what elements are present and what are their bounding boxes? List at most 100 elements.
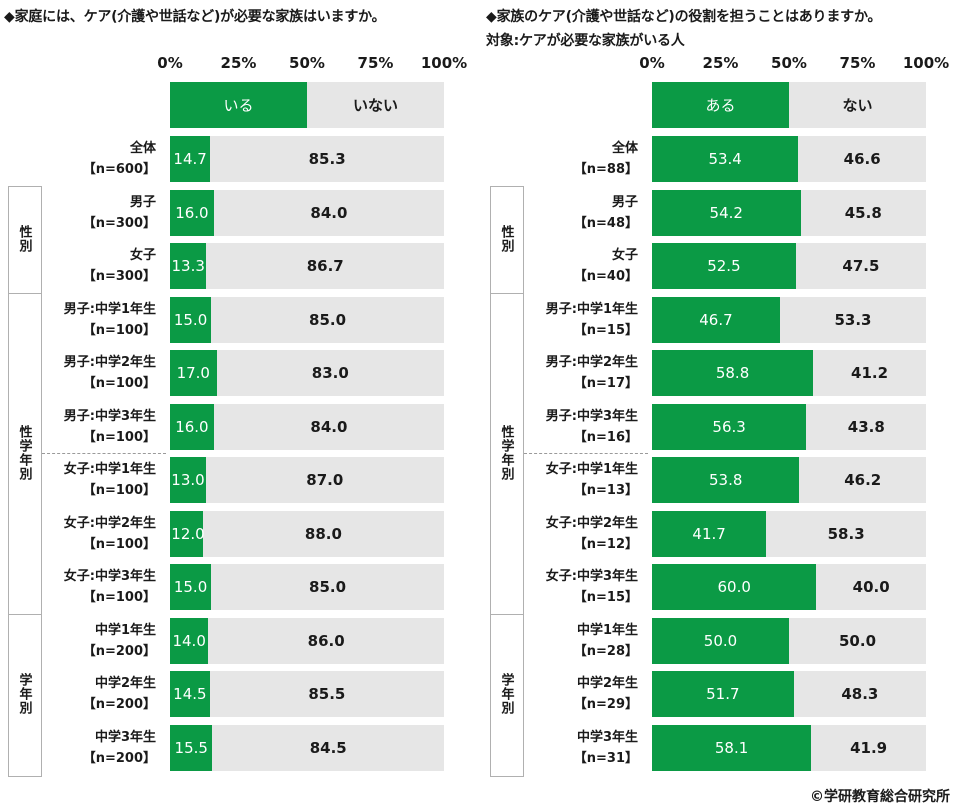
category-name: 女子:中学3年生: [63, 569, 156, 584]
category-n: 【n=28】: [573, 643, 638, 659]
category-name: 中学1年生: [94, 622, 156, 638]
category-label: 男子:中学3年生【n=100】: [0, 406, 156, 448]
category-name: 男子:中学3年生: [63, 408, 156, 424]
bar-segment-b: [795, 243, 926, 289]
legend-segment-b: ない: [789, 82, 926, 128]
bar-segment-a: [170, 671, 210, 717]
category-n: 【n=31】: [573, 750, 638, 766]
left-chart-panel: ◆家庭には、ケア(介護や世話など)が必要な家族はいますか。 0% 25% 50%…: [0, 0, 470, 810]
data-label-b: 86.7: [306, 257, 344, 275]
right-chart-panel: ◆家族のケア(介護や世話など)の役割を担うことはありますか。 対象:ケアが必要な…: [482, 0, 960, 810]
category-name: 中学1年生: [576, 622, 638, 638]
bar-row: 52.5 47.5: [652, 243, 926, 289]
group-separator: [524, 453, 648, 454]
category-label: 中学2年生 【n=29】: [482, 673, 638, 715]
category-name: 中学2年生: [94, 676, 156, 691]
category-name: 中学3年生: [576, 729, 638, 745]
bar-segment-b: [789, 617, 926, 664]
category-name: 男子:中学2年生: [545, 355, 638, 370]
category-label: 男子:中学3年生 【n=16】: [482, 406, 638, 448]
category-n: 【n=300】: [82, 215, 156, 231]
data-label-a: 54.2: [709, 203, 743, 222]
bar-segment-a: [170, 403, 214, 450]
data-label-a: 51.7: [706, 685, 740, 703]
category-name: 女子:中学2年生: [545, 515, 638, 531]
bar-segment-a: [170, 457, 206, 503]
tick-100: 100%: [420, 54, 468, 72]
category-n: 【n=100】: [82, 376, 156, 391]
bar-segment-b: [213, 403, 444, 450]
category-n: 【n=100】: [82, 429, 156, 445]
bar-segment-a: [170, 189, 214, 236]
data-label-b: 43.8: [847, 417, 885, 436]
bar-segment-a: [170, 243, 207, 289]
bar-row: 53.4 46.6: [652, 136, 926, 182]
group-box: [490, 613, 524, 777]
data-label-a: 53.8: [709, 471, 743, 489]
data-label-b: 48.3: [841, 685, 879, 703]
category-n: 【n=15】: [573, 590, 638, 605]
data-label-a: 52.5: [707, 257, 741, 275]
category-n: 【n=100】: [82, 536, 156, 552]
bar-row: 17.0 83.0: [170, 350, 444, 396]
bar-segment-b: [766, 510, 926, 557]
category-name: 全体: [611, 141, 638, 156]
bar-row: 15.5 84.5: [170, 724, 444, 771]
category-name: 中学3年生: [94, 729, 156, 745]
data-label-a: 15.5: [174, 738, 208, 757]
bar-segment-b: [800, 189, 926, 236]
category-name: 男子: [611, 194, 638, 210]
data-label-a: 14.5: [173, 685, 207, 703]
legend-bar: ある ない: [652, 82, 926, 128]
category-label: 中学3年生【n=31】: [482, 727, 638, 769]
category-name: 男子: [129, 194, 156, 210]
category-label: 中学1年生 【n=200】: [0, 620, 156, 662]
bar-segment-b: [212, 724, 444, 771]
group-box: [8, 613, 42, 777]
bar-row: 54.2 45.8: [652, 189, 926, 236]
bar-segment-a: [170, 724, 213, 771]
bar-segment-a: [170, 296, 212, 343]
bar-segment-b: [793, 671, 926, 717]
bar-segment-a: [652, 564, 817, 610]
bar-segment-b: [799, 457, 926, 503]
category-n: 【n=40】: [573, 269, 638, 284]
category-name: 女子: [129, 248, 156, 263]
bar-segment-b: [813, 350, 926, 396]
group-box: [8, 185, 42, 295]
category-name: 男子:中学1年生: [63, 301, 156, 317]
bar-segment-b: [211, 296, 444, 343]
data-label-b: 85.0: [309, 578, 347, 596]
data-label-a: 58.8: [715, 364, 750, 382]
bar-segment-b: [806, 403, 927, 450]
data-label-a: 15.0: [173, 578, 208, 596]
bar-row: 12.0 88.0: [170, 510, 444, 557]
group-separator: [42, 453, 166, 454]
bar-row: 56.3 43.8: [652, 403, 927, 450]
data-label-b: 41.2: [851, 364, 889, 382]
category-n: 【n=600】: [82, 162, 156, 177]
category-name: 中学2年生: [576, 676, 638, 691]
legend-label-a: いる: [223, 96, 254, 115]
group-label: 学年別: [16, 673, 32, 715]
bar-segment-b: [205, 457, 444, 503]
bar-row: 58.8 41.2: [652, 350, 926, 396]
data-label-a: 53.4: [708, 150, 742, 168]
copyright-notice: ©学研教育総合研究所: [810, 789, 950, 805]
category-name: 女子:中学1年生: [63, 462, 156, 477]
bar-segment-b: [208, 617, 444, 664]
category-n: 【n=100】: [82, 322, 156, 338]
legend-label-a: ある: [705, 96, 736, 115]
data-label-b: 46.2: [844, 471, 882, 489]
bar-segment-b: [779, 296, 926, 343]
bar-segment-a: [652, 189, 801, 236]
category-label: 全体 【n=600】: [0, 138, 156, 180]
bar-segment-b: [811, 724, 926, 771]
legend-label-b: ない: [842, 96, 873, 115]
data-label-b: 85.5: [308, 685, 346, 703]
data-label-b: 84.0: [310, 203, 348, 222]
group-box: [490, 185, 524, 295]
data-label-b: 85.0: [309, 310, 347, 329]
data-label-b: 40.0: [852, 578, 890, 596]
bar-row: 14.0 86.0: [170, 617, 444, 664]
